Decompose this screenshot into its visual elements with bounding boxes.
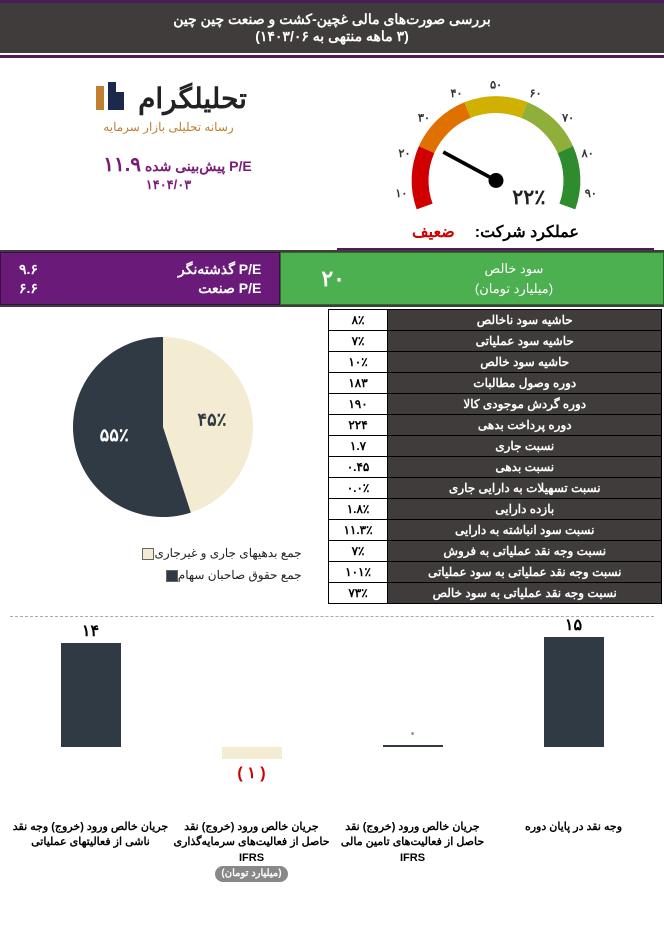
pe-forward-date: ۱۴۰۴/۰۳: [10, 177, 327, 193]
ratio-value: ۱۰۱٪: [328, 562, 388, 583]
bar-category-label: جریان خالص ورود (خروج) وجه نقد ناشی از ف…: [10, 816, 171, 886]
ratio-table: حاشیه سود ناخالص۸٪حاشیه سود عملیاتی۷٪حاش…: [328, 309, 662, 604]
brand-panel: تحلیلگرام رسانه تحلیلی بازار سرمایه P/E …: [10, 68, 327, 250]
ratio-row: دوره پرداخت بدهی۲۲۴: [328, 415, 661, 436]
ratio-label: دوره پرداخت بدهی: [388, 415, 662, 436]
svg-text:۶۰: ۶۰: [529, 88, 541, 100]
svg-text:۷۰: ۷۰: [561, 112, 574, 124]
net-profit-label1: سود خالص: [375, 259, 653, 279]
bar-category-label: وجه نقد در پایان دوره: [493, 816, 654, 886]
ratio-label: حاشیه سود خالص: [388, 352, 662, 373]
pe-trailing-value: ۹.۶: [19, 261, 38, 278]
cashflow-bar-chart: ۱۵۰( ۱ )۱۴: [10, 616, 654, 816]
svg-text:۴۰: ۴۰: [450, 88, 462, 100]
brand-logo-icon: [90, 78, 130, 118]
ratio-row: نسبت جاری۱.۷: [328, 436, 661, 457]
bar-category-label: جریان خالص ورود (خروج) نقد حاصل از فعالی…: [171, 816, 332, 886]
net-profit-value: ۲۰: [291, 266, 375, 292]
ratio-value: ۸٪: [328, 310, 388, 331]
ratio-value: ۱۸۳: [328, 373, 388, 394]
bar-category-label: جریان خالص ورود (خروج) نقد حاصل از فعالی…: [332, 816, 493, 886]
ratio-row: نسبت وجه نقد عملیاتی به سود خالص۷۳٪: [328, 583, 661, 604]
pe-forward-row: P/E پیش‌بینی شده ۱۱.۹: [10, 152, 327, 177]
ratio-row: نسبت سود انباشته به دارایی۱۱.۳٪: [328, 520, 661, 541]
ratio-row: حاشیه سود عملیاتی۷٪: [328, 331, 661, 352]
mid-section: حاشیه سود ناخالص۸٪حاشیه سود عملیاتی۷٪حاش…: [0, 307, 664, 606]
bar-column: ۱۴: [10, 627, 171, 816]
pe-box: P/E گذشته‌نگر ۹.۶ P/E صنعت ۶.۶: [0, 252, 280, 305]
ratio-value: ۷٪: [328, 331, 388, 352]
metrics-row: سود خالص (میلیارد تومان) ۲۰ P/E گذشته‌نگ…: [0, 250, 664, 307]
ratio-row: دوره وصول مطالبات۱۸۳: [328, 373, 661, 394]
svg-text:۲۲٪: ۲۲٪: [512, 186, 545, 209]
brand-name: تحلیلگرام: [138, 82, 247, 115]
ratio-label: حاشیه سود عملیاتی: [388, 331, 662, 352]
ratio-label: نسبت بدهی: [388, 457, 662, 478]
ratio-label: نسبت وجه نقد عملیاتی به فروش: [388, 541, 662, 562]
cashflow-bar-section: ۱۵۰( ۱ )۱۴ وجه نقد در پایان دورهجریان خا…: [0, 606, 664, 896]
pe-industry-label: P/E صنعت: [198, 280, 261, 297]
ratio-label: دوره گردش موجودی کالا: [388, 394, 662, 415]
net-profit-label2: (میلیارد تومان): [375, 279, 653, 299]
ratio-row: نسبت وجه نقد عملیاتی به فروش۷٪: [328, 541, 661, 562]
ratio-value: ۷۳٪: [328, 583, 388, 604]
header-line2: (۳ ماهه منتهی به ۱۴۰۳/۰۶): [8, 28, 656, 45]
pe-forward-label: P/E پیش‌بینی شده: [145, 158, 252, 174]
svg-text:۳۰: ۳۰: [417, 112, 429, 124]
bar-column: ( ۱ ): [171, 627, 332, 816]
bar-column: ۰: [332, 627, 493, 816]
brand-subtitle: رسانه تحلیلی بازار سرمایه: [10, 120, 327, 134]
svg-text:۴۵٪: ۴۵٪: [197, 409, 226, 429]
svg-text:۸۰: ۸۰: [580, 148, 593, 160]
ratio-label: نسبت وجه نقد عملیاتی به سود عملیاتی: [388, 562, 662, 583]
top-section: ۱۰ ۲۰ ۳۰ ۴۰ ۵۰ ۶۰ ۷۰ ۸۰ ۹۰ ۲۲٪ عملکرد شرکت: ضعیف…: [0, 58, 664, 250]
pe-trailing-label: P/E گذشته‌نگر: [178, 261, 261, 278]
ratio-value: ۱۰٪: [328, 352, 388, 373]
svg-text:۹۰: ۹۰: [584, 188, 596, 200]
performance-label: عملکرد شرکت:: [475, 222, 579, 242]
svg-text:۵۵٪: ۵۵٪: [99, 425, 128, 445]
ratio-label: بازده دارایی: [388, 499, 662, 520]
ratio-value: ۱۹۰: [328, 394, 388, 415]
ratio-value: ۱۱.۳٪: [328, 520, 388, 541]
ratio-label: نسبت سود انباشته به دارایی: [388, 520, 662, 541]
pie-panel: ۴۵٪ ۵۵٪ جمع بدهیهای جاری و غیرجاری جمع حق…: [0, 307, 326, 606]
ratio-row: بازده دارایی۱.۸٪: [328, 499, 661, 520]
ratio-label: نسبت تسهیلات به دارایی جاری: [388, 478, 662, 499]
ratio-label: دوره وصول مطالبات: [388, 373, 662, 394]
ratio-value: ۰.۰٪: [328, 478, 388, 499]
performance-row: عملکرد شرکت: ضعیف: [337, 222, 654, 250]
pe-industry-value: ۶.۶: [19, 280, 38, 297]
legend-item: جمع حقوق صاحبان سهام: [4, 564, 322, 586]
ratio-row: نسبت وجه نقد عملیاتی به سود عملیاتی۱۰۱٪: [328, 562, 661, 583]
bar-column: ۱۵: [493, 627, 654, 816]
ratio-value: ۷٪: [328, 541, 388, 562]
ratio-label: حاشیه سود ناخالص: [388, 310, 662, 331]
pe-forward-value: ۱۱.۹: [103, 152, 141, 177]
svg-text:۱۰: ۱۰: [395, 188, 407, 200]
ratio-label: نسبت جاری: [388, 436, 662, 457]
equity-pie: ۴۵٪ ۵۵٪: [53, 317, 273, 537]
report-header: بررسی صورت‌های مالی غچین-کشت و صنعت چین …: [0, 0, 664, 55]
header-line1: بررسی صورت‌های مالی غچین-کشت و صنعت چین …: [8, 11, 656, 28]
cashflow-categories: وجه نقد در پایان دورهجریان خالص ورود (خر…: [10, 816, 654, 886]
net-profit-box: سود خالص (میلیارد تومان) ۲۰: [280, 252, 664, 305]
gauge-panel: ۱۰ ۲۰ ۳۰ ۴۰ ۵۰ ۶۰ ۷۰ ۸۰ ۹۰ ۲۲٪ عملکرد شرکت: ضعیف: [337, 68, 654, 250]
ratio-value: ۲۲۴: [328, 415, 388, 436]
legend-item: جمع بدهیهای جاری و غیرجاری: [4, 542, 322, 564]
ratio-row: دوره گردش موجودی کالا۱۹۰: [328, 394, 661, 415]
performance-value: ضعیف: [412, 222, 455, 242]
svg-text:۲۰: ۲۰: [398, 148, 410, 160]
ratio-value: ۰.۴۵: [328, 457, 388, 478]
ratio-row: نسبت بدهی۰.۴۵: [328, 457, 661, 478]
ratio-row: نسبت تسهیلات به دارایی جاری۰.۰٪: [328, 478, 661, 499]
ratio-value: ۱.۸٪: [328, 499, 388, 520]
ratio-row: حاشیه سود ناخالص۸٪: [328, 310, 661, 331]
ratio-value: ۱.۷: [328, 436, 388, 457]
svg-text:۵۰: ۵۰: [489, 80, 501, 92]
performance-gauge: ۱۰ ۲۰ ۳۰ ۴۰ ۵۰ ۶۰ ۷۰ ۸۰ ۹۰ ۲۲٪: [381, 68, 611, 218]
ratio-row: حاشیه سود خالص۱۰٪: [328, 352, 661, 373]
ratio-label: نسبت وجه نقد عملیاتی به سود خالص: [388, 583, 662, 604]
